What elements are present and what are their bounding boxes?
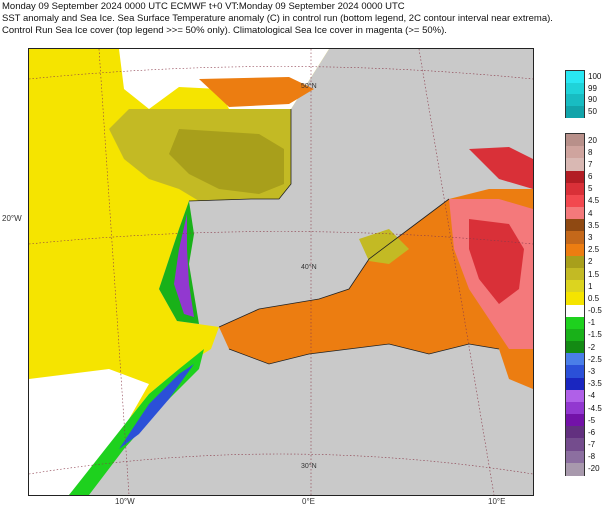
sst-legend-swatch [566,462,584,476]
header-line-1: Monday 09 September 2024 0000 UTC ECMWF … [2,1,405,12]
lon-label-10e: 10°E [488,497,506,506]
lat-label-40n: 40°N [301,264,317,271]
biscay-warm-core [169,129,284,194]
adriatic-hot-anomaly [469,147,533,189]
sst-legend-label: 1 [588,281,593,291]
sst-legend-swatch [566,146,584,160]
sst-legend-label: -8 [588,452,596,462]
iberian-upwelling-core [174,214,194,317]
ice-legend-label: 99 [588,83,597,93]
sst-anomaly-map: 50°N 40°N 30°N [28,48,534,496]
sst-legend-label: -3 [588,366,596,376]
sst-legend-swatch [566,377,584,391]
sst-legend-label: 3.5 [588,220,600,230]
sst-legend-label: -4.5 [588,403,602,413]
sst-legend-swatch [566,401,584,415]
sst-legend-label: -0.5 [588,306,602,316]
lat-label-50n: 50°N [301,83,317,90]
sst-legend-label: 0.5 [588,293,600,303]
ice-legend-label: 90 [588,95,597,105]
graticule [29,49,533,495]
sst-legend-swatch [566,316,584,330]
sst-legend-swatch [566,328,584,342]
sst-legend-label: 8 [588,147,593,157]
sst-legend-swatch [566,182,584,196]
sst-legend-swatch [566,450,584,464]
sst-legend-swatch [566,365,584,379]
chart-header: Monday 09 September 2024 0000 UTC ECMWF … [2,1,553,37]
lon-label-0e: 0°E [302,497,315,506]
sst-legend-swatch [566,341,584,355]
sst-legend-swatch [566,194,584,208]
sst-legend-swatch [566,207,584,221]
sst-legend-swatch [566,353,584,367]
header-line-3: Control Run Sea Ice cover (top legend >>… [2,25,447,36]
tyrrhenian-hot-core [469,219,524,304]
iberia-med-coast [218,198,450,328]
sst-legend-swatch [566,304,584,318]
graticule-lat-40 [29,231,533,245]
sst-legend-label: -5 [588,415,596,425]
sst-legend-label: 4 [588,208,593,218]
sst-legend-label: 6 [588,172,593,182]
ice-legend-swatch [566,105,584,118]
sst-legend-label: -1 [588,318,596,328]
sst-legend-label: -2.5 [588,354,602,364]
sst-legend-label: 2 [588,257,593,267]
graticule-lat-30 [29,453,533,475]
sst-legend-label: 4.5 [588,196,600,206]
sst-legend-swatch [566,219,584,233]
sst-legend-label: 2.5 [588,245,600,255]
sst-legend-swatch [566,255,584,269]
north-africa-coast [228,343,500,365]
lon-label-10w: 10°W [115,497,135,506]
moroccan-upwelling-core [119,364,194,449]
header-line-2: SST anomaly and Sea Ice. Sea Surface Tem… [2,13,553,24]
sst-legend-label: -1.5 [588,330,602,340]
sst-legend-label: -2 [588,342,596,352]
sst-legend-label: -4 [588,391,596,401]
lat-label-30n: 30°N [301,463,317,470]
sst-legend-label: -7 [588,440,596,450]
ice-legend-label: 50 [588,106,597,116]
sst-legend-swatch [566,134,584,147]
sst-legend-label: 3 [588,233,593,243]
map-canvas [29,49,533,495]
sst-legend-swatch [566,414,584,428]
sst-legend-swatch [566,292,584,306]
sst-legend-label: 20 [588,135,597,145]
channel-warm-anomaly [199,77,314,107]
sst-legend-swatch [566,280,584,294]
sst-legend-label: -20 [588,464,600,474]
ice-legend-swatch [566,94,584,106]
sst-legend-label: -3.5 [588,379,602,389]
sst-legend-label: 5 [588,184,593,194]
sst-legend-swatch [566,426,584,440]
sst-legend-swatch [566,243,584,257]
neutral-anomaly-patch [29,369,149,495]
sst-legend-label: 1.5 [588,269,600,279]
lon-label-20w: 20°W [2,214,22,223]
sst-legend-swatch [566,267,584,281]
sst-legend-swatch [566,158,584,172]
sst-legend-swatch [566,389,584,403]
coastlines [188,109,500,365]
sst-legend-swatch [566,231,584,245]
sst-legend-swatch [566,438,584,452]
sst-legend-swatch [566,170,584,184]
ice-legend-label: 100 [588,72,602,82]
graticule-lon-10w [98,49,130,495]
western-med-olive [359,229,409,264]
sst-anomaly-legend: 20 8 7 6 5 4.5 4 3.5 3 2.5 2 1.5 1 0.5 -0.5 -1 -1.5 -2 -2.… [565,133,602,476]
sst-legend-label: 7 [588,159,593,169]
france-coast [188,109,292,202]
ice-legend-swatch [566,82,584,95]
sea-ice-legend: 100 99 90 50 [565,70,601,118]
ice-legend-swatch [566,71,584,83]
graticule-lat-50 [29,66,533,80]
sst-legend-label: -6 [588,427,596,437]
